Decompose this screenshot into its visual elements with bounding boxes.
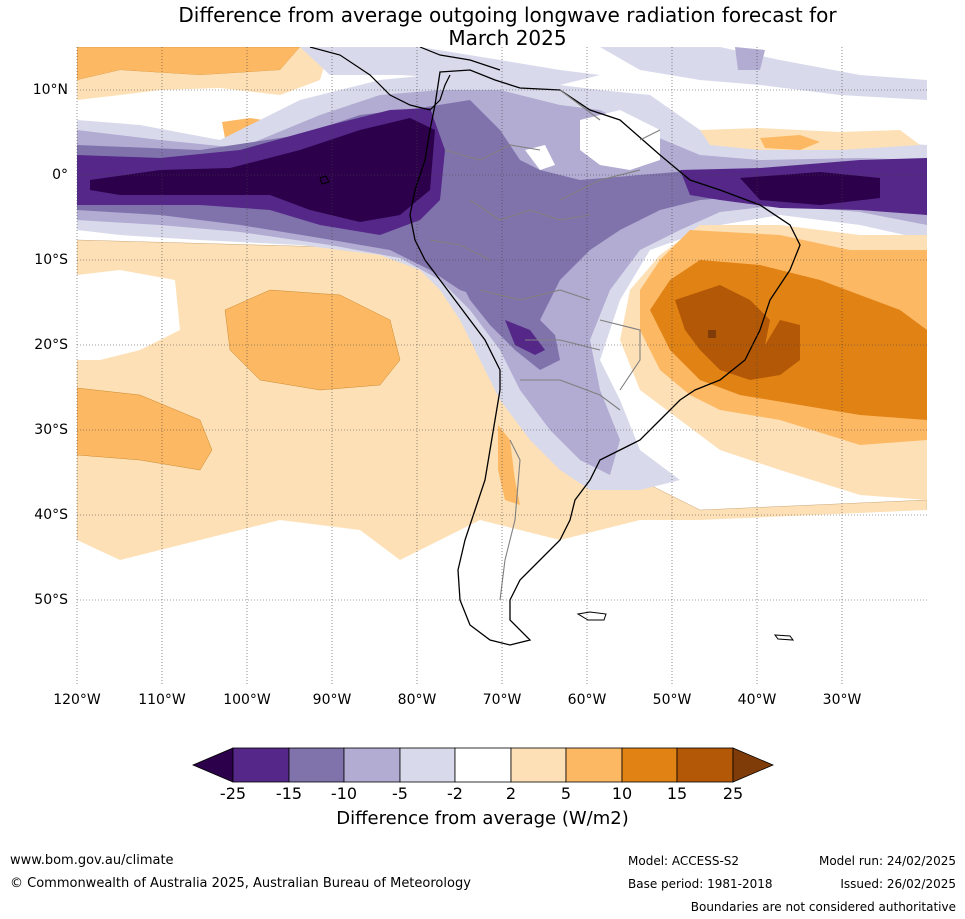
website-link[interactable]: www.bom.gov.au/climate: [10, 853, 174, 868]
colorbar-bin: [232, 747, 290, 783]
colorbar-title: Difference from average (W/m2): [336, 808, 629, 829]
lon-label: 100°W: [223, 692, 271, 708]
colorbar-tick: 25: [722, 784, 744, 803]
field-orange-pacific: [224, 289, 401, 391]
colorbar-tick: 5: [560, 784, 572, 803]
falkland-islands: [576, 611, 607, 621]
lat-label: 30°S: [34, 422, 68, 438]
colorbar-tick: -25: [219, 784, 247, 803]
model-run-text: Model run: 24/02/2025: [818, 854, 956, 868]
field-amazon-white: [580, 110, 660, 170]
colorbar-tick: 15: [666, 784, 688, 803]
gridlines: [76, 47, 927, 685]
lat-label: 50°S: [34, 592, 68, 608]
lon-label: 120°W: [53, 692, 101, 708]
continent-south-america: [409, 69, 801, 646]
colorbar: [191, 747, 775, 783]
field-white-west: [77, 270, 180, 360]
south-georgia: [773, 634, 795, 641]
model-text: Model: ACCESS-S2: [628, 854, 740, 868]
lon-label: 30°W: [822, 692, 862, 708]
colorbar-bin: [343, 747, 401, 783]
lon-label: 60°W: [567, 692, 607, 708]
field-orange-southwest: [77, 387, 213, 471]
colorbar-tick: 10: [611, 784, 633, 803]
lon-label: 80°W: [397, 692, 437, 708]
field-caribbean-light: [300, 47, 600, 85]
lon-label: 40°W: [737, 692, 777, 708]
field-brazil-brown: [675, 285, 800, 380]
lat-label: 10°N: [32, 82, 68, 98]
lon-label: 70°W: [482, 692, 522, 708]
galapagos: [319, 175, 330, 185]
field-brazil-darkest: [708, 330, 716, 338]
colorbar-bin: [676, 747, 734, 783]
colorbar-tick: -15: [275, 784, 303, 803]
map-title: Difference from average outgoing longwav…: [0, 4, 965, 50]
issued-text: Issued: 26/02/2025: [840, 877, 956, 891]
colorbar-high-arrow: [732, 747, 775, 783]
lat-label: 40°S: [34, 507, 68, 523]
field-light-orange-north: [77, 47, 330, 100]
field-white-southwest: [77, 510, 927, 685]
field-orange-patagonia: [498, 425, 520, 505]
field-north-atlantic-orange: [760, 135, 820, 150]
country-borders: [429, 89, 661, 601]
colorbar-bin: [288, 747, 345, 783]
title-line-1: Difference from average outgoing longwav…: [178, 3, 837, 27]
colorbar-tick: -5: [392, 784, 408, 803]
colorbar-tick: -2: [447, 784, 463, 803]
base-period-text: Base period: 1981-2018: [628, 877, 773, 891]
title-line-2: March 2025: [448, 26, 567, 50]
lon-label: 110°W: [138, 692, 186, 708]
field-north-light-purple: [600, 47, 927, 100]
lat-label: 10°S: [34, 252, 68, 268]
field-bolivia-dark: [505, 320, 545, 355]
colorbar-bin: [399, 747, 456, 783]
colorbar-low-arrow: [191, 747, 234, 783]
lon-label: 90°W: [312, 692, 352, 708]
lat-label: 20°S: [34, 337, 68, 353]
colorbar-bin: [510, 747, 567, 783]
colorbar-bin: [621, 747, 678, 783]
disclaimer-text: Boundaries are not considered authoritat…: [690, 900, 956, 914]
lon-label: 50°W: [652, 692, 692, 708]
colorbar-tick: 2: [505, 784, 517, 803]
lat-label: 0°: [52, 167, 68, 183]
field-north-purple: [735, 47, 765, 70]
field-atlantic-darkest: [740, 172, 880, 205]
field-colombia-white: [525, 145, 555, 170]
colorbar-tick: -10: [330, 784, 358, 803]
colorbar-bin: [565, 747, 623, 783]
colorbar-bin: [454, 747, 512, 783]
field-band-darkest: [90, 118, 435, 222]
copyright-text: © Commonwealth of Australia 2025, Austra…: [10, 876, 471, 891]
